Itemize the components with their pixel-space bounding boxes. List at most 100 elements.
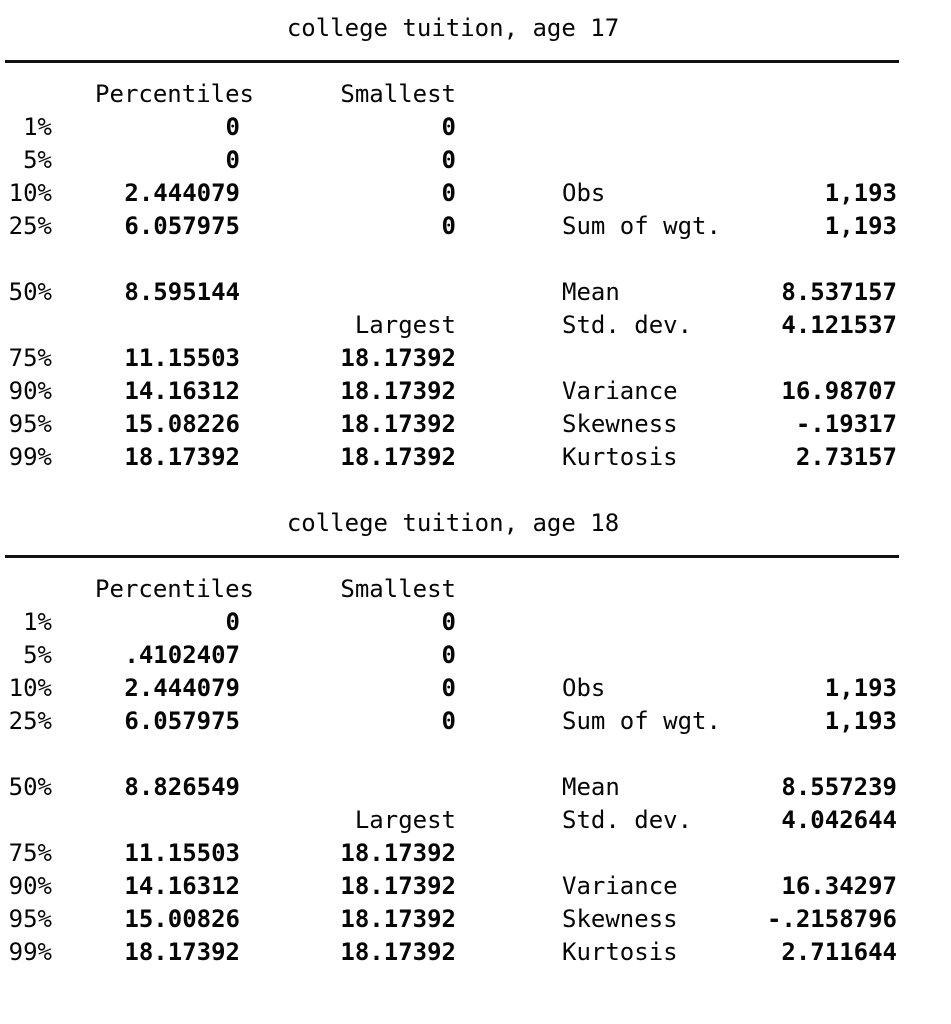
percentiles-column-header: Percentiles — [95, 80, 254, 108]
table-row: 75% 11.15503 18.17392 — [7, 837, 951, 870]
percentile-value: 11.15503 — [124, 839, 240, 867]
stat-value: 1,193 — [824, 212, 897, 240]
percentile-value: 0 — [225, 146, 240, 174]
percentile-value: 18.17392 — [124, 938, 240, 966]
smallest-value: 18.17392 — [340, 872, 456, 900]
table-row: 25% 6.057975 0 Sum of wgt. 1,193 — [7, 705, 951, 738]
column-gap — [456, 672, 562, 705]
column-gap — [456, 870, 562, 903]
percentile-value: 0 — [225, 113, 240, 141]
stat-value — [730, 639, 897, 672]
percentile-value: 2.444079 — [124, 179, 240, 207]
stat-label — [562, 639, 730, 672]
column-gap — [456, 903, 562, 936]
stat-label: Mean — [562, 773, 620, 801]
stat-label: Mean — [562, 278, 620, 306]
smallest-value: 18.17392 — [340, 839, 456, 867]
spacer-row — [7, 474, 951, 507]
percentile-label — [7, 804, 52, 837]
column-gap — [456, 441, 562, 474]
percentile-value: 0 — [225, 608, 240, 636]
stat-label: Sum of wgt. — [562, 212, 721, 240]
percentile-value: 8.826549 — [124, 773, 240, 801]
stat-value: 2.711644 — [781, 938, 897, 966]
stat-label — [562, 144, 730, 177]
percentile-label: 1% — [23, 608, 52, 636]
smallest-value: 0 — [441, 674, 456, 702]
percentile-label: 10% — [8, 674, 52, 702]
stat-value: 4.121537 — [781, 311, 897, 339]
stat-label: Std. dev. — [562, 311, 693, 339]
stat-value: 1,193 — [824, 674, 897, 702]
table-row: 1% 0 0 — [7, 111, 951, 144]
smallest-value: 18.17392 — [340, 905, 456, 933]
table-row: 5% .4102407 0 — [7, 639, 951, 672]
percentile-value: 15.00826 — [124, 905, 240, 933]
percentile-value: .4102407 — [124, 641, 240, 669]
horizontal-rule — [5, 60, 899, 63]
stat-value — [730, 837, 897, 870]
table-row: 95% 15.08226 18.17392 Skewness -.19317 — [7, 408, 951, 441]
smallest-column-header: Smallest — [340, 575, 456, 603]
table-row: 99% 18.17392 18.17392 Kurtosis 2.73157 — [7, 441, 951, 474]
column-gap — [456, 606, 562, 639]
smallest-value: 0 — [441, 146, 456, 174]
column-gap — [456, 309, 562, 342]
stat-value — [730, 342, 897, 375]
table-rows: 1% 0 0 5% 0 0 10% 2.444079 0 Obs 1,193 25% 6.057975 0… — [7, 111, 951, 474]
column-gap — [456, 804, 562, 837]
percentile-value: 14.16312 — [124, 872, 240, 900]
percentile-label: 99% — [8, 938, 52, 966]
column-gap — [456, 177, 562, 210]
column-gap — [456, 771, 562, 804]
table-row: 5% 0 0 — [7, 144, 951, 177]
percentile-label: 75% — [8, 344, 52, 372]
smallest-value: 18.17392 — [340, 443, 456, 471]
smallest-value: 0 — [441, 707, 456, 735]
column-gap — [456, 408, 562, 441]
percentile-label: 99% — [8, 443, 52, 471]
column-gap — [456, 936, 562, 969]
smallest-value: 0 — [441, 113, 456, 141]
percentile-label: 5% — [23, 146, 52, 174]
percentile-label: 90% — [8, 872, 52, 900]
table-title: college tuition, age 18 — [286, 509, 620, 537]
stat-value: 8.537157 — [781, 278, 897, 306]
percentile-label: 95% — [8, 410, 52, 438]
stat-value — [730, 111, 897, 144]
stat-value: 1,193 — [824, 707, 897, 735]
smallest-value: 0 — [441, 179, 456, 207]
table-row: 50% 8.595144 Mean 8.537157 — [7, 276, 951, 309]
percentile-value — [52, 804, 240, 837]
stat-value: 1,193 — [824, 179, 897, 207]
percentile-value: 11.15503 — [124, 344, 240, 372]
column-gap — [456, 111, 562, 144]
column-gap — [456, 705, 562, 738]
percentile-value: 6.057975 — [124, 212, 240, 240]
horizontal-rule — [5, 555, 899, 558]
column-gap — [456, 144, 562, 177]
stat-label: Std. dev. — [562, 806, 693, 834]
smallest-value — [240, 276, 456, 309]
stat-label — [562, 837, 730, 870]
table-row: 50% 8.826549 Mean 8.557239 — [7, 771, 951, 804]
smallest-value: 0 — [441, 212, 456, 240]
stat-label: Kurtosis — [562, 938, 678, 966]
table-row: 1% 0 0 — [7, 606, 951, 639]
stat-value: 16.98707 — [781, 377, 897, 405]
percentile-label: 50% — [8, 278, 52, 306]
stat-value — [730, 606, 897, 639]
smallest-value: 18.17392 — [340, 344, 456, 372]
column-gap — [456, 639, 562, 672]
spacer-row — [7, 243, 951, 276]
table-row: 99% 18.17392 18.17392 Kurtosis 2.711644 — [7, 936, 951, 969]
stat-label: Obs — [562, 674, 606, 702]
table-row: 75% 11.15503 18.17392 — [7, 342, 951, 375]
percentile-label: 25% — [8, 707, 52, 735]
stat-label: Kurtosis — [562, 443, 678, 471]
percentile-value: 15.08226 — [124, 410, 240, 438]
percentile-value: 6.057975 — [124, 707, 240, 735]
table-rule — [5, 45, 951, 78]
table-row: 25% 6.057975 0 Sum of wgt. 1,193 — [7, 210, 951, 243]
stat-label: Sum of wgt. — [562, 707, 721, 735]
